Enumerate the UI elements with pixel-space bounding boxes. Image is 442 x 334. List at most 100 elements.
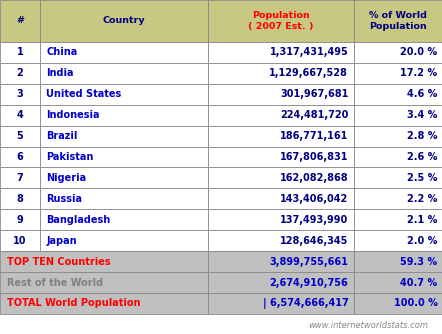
Bar: [354, 42, 442, 63]
Bar: [208, 105, 354, 126]
Text: 10: 10: [13, 236, 27, 246]
Bar: [354, 147, 442, 167]
Bar: [354, 230, 442, 251]
Bar: [208, 42, 354, 63]
Bar: [40, 126, 208, 147]
Bar: [208, 188, 354, 209]
Text: 1: 1: [16, 47, 23, 57]
Bar: [354, 126, 442, 147]
Text: TOTAL World Population: TOTAL World Population: [7, 299, 140, 309]
Bar: [0, 126, 40, 147]
Text: 2.1 %: 2.1 %: [407, 215, 438, 225]
Text: 9: 9: [16, 215, 23, 225]
Text: 3.4 %: 3.4 %: [407, 110, 438, 120]
Text: Japan: Japan: [46, 236, 77, 246]
Bar: [0, 105, 40, 126]
Text: Country: Country: [103, 16, 145, 25]
Bar: [354, 188, 442, 209]
Bar: [40, 42, 208, 63]
Text: 162,082,868: 162,082,868: [280, 173, 348, 183]
Text: | 6,574,666,417: | 6,574,666,417: [263, 298, 348, 309]
Text: 5: 5: [16, 131, 23, 141]
Bar: [208, 272, 354, 293]
Text: Russia: Russia: [46, 194, 82, 204]
Bar: [208, 0, 354, 42]
Text: 128,646,345: 128,646,345: [280, 236, 348, 246]
Bar: [40, 0, 208, 42]
Bar: [0, 293, 208, 314]
Text: 20.0 %: 20.0 %: [400, 47, 438, 57]
Bar: [208, 209, 354, 230]
Text: 2,674,910,756: 2,674,910,756: [270, 278, 348, 288]
Bar: [0, 0, 40, 42]
Text: 3: 3: [16, 89, 23, 99]
Text: 59.3 %: 59.3 %: [400, 257, 438, 267]
Text: 4.6 %: 4.6 %: [407, 89, 438, 99]
Text: Indonesia: Indonesia: [46, 110, 100, 120]
Bar: [0, 209, 40, 230]
Bar: [354, 105, 442, 126]
Bar: [208, 167, 354, 188]
Text: 2.6 %: 2.6 %: [407, 152, 438, 162]
Text: % of World
Population: % of World Population: [369, 11, 427, 31]
Bar: [0, 188, 40, 209]
Text: 6: 6: [16, 152, 23, 162]
Bar: [354, 63, 442, 84]
Bar: [40, 167, 208, 188]
Text: 40.7 %: 40.7 %: [400, 278, 438, 288]
Text: 100.0 %: 100.0 %: [394, 299, 438, 309]
Bar: [208, 84, 354, 105]
Text: 4: 4: [16, 110, 23, 120]
Text: 17.2 %: 17.2 %: [400, 68, 438, 78]
Text: Nigeria: Nigeria: [46, 173, 87, 183]
Bar: [354, 209, 442, 230]
Text: Pakistan: Pakistan: [46, 152, 94, 162]
Text: Rest of the World: Rest of the World: [7, 278, 103, 288]
Text: 2.8 %: 2.8 %: [407, 131, 438, 141]
Text: 137,493,990: 137,493,990: [280, 215, 348, 225]
Bar: [40, 147, 208, 167]
Text: TOP TEN Countries: TOP TEN Countries: [7, 257, 110, 267]
Text: United States: United States: [46, 89, 122, 99]
Text: 3,899,755,661: 3,899,755,661: [270, 257, 348, 267]
Bar: [0, 251, 208, 272]
Text: 167,806,831: 167,806,831: [280, 152, 348, 162]
Bar: [0, 230, 40, 251]
Text: 2: 2: [16, 68, 23, 78]
Text: www.internetworldstats.com: www.internetworldstats.com: [309, 321, 429, 330]
Bar: [0, 42, 40, 63]
Bar: [0, 147, 40, 167]
Text: 8: 8: [16, 194, 23, 204]
Bar: [0, 272, 208, 293]
Text: 1,129,667,528: 1,129,667,528: [270, 68, 348, 78]
Bar: [208, 147, 354, 167]
Bar: [208, 63, 354, 84]
Bar: [354, 272, 442, 293]
Bar: [354, 84, 442, 105]
Text: 224,481,720: 224,481,720: [280, 110, 348, 120]
Text: 301,967,681: 301,967,681: [280, 89, 348, 99]
Bar: [354, 293, 442, 314]
Text: 143,406,042: 143,406,042: [280, 194, 348, 204]
Bar: [40, 230, 208, 251]
Text: 2.0 %: 2.0 %: [407, 236, 438, 246]
Bar: [208, 251, 354, 272]
Text: 2.5 %: 2.5 %: [407, 173, 438, 183]
Bar: [354, 0, 442, 42]
Text: Brazil: Brazil: [46, 131, 78, 141]
Text: Bangladesh: Bangladesh: [46, 215, 110, 225]
Bar: [0, 84, 40, 105]
Bar: [354, 251, 442, 272]
Text: 2.2 %: 2.2 %: [407, 194, 438, 204]
Text: #: #: [16, 16, 24, 25]
Text: Population
( 2007 Est. ): Population ( 2007 Est. ): [248, 11, 313, 31]
Bar: [208, 230, 354, 251]
Bar: [0, 63, 40, 84]
Bar: [40, 63, 208, 84]
Text: 1,317,431,495: 1,317,431,495: [270, 47, 348, 57]
Text: 7: 7: [16, 173, 23, 183]
Text: India: India: [46, 68, 74, 78]
Bar: [40, 105, 208, 126]
Bar: [354, 167, 442, 188]
Bar: [208, 126, 354, 147]
